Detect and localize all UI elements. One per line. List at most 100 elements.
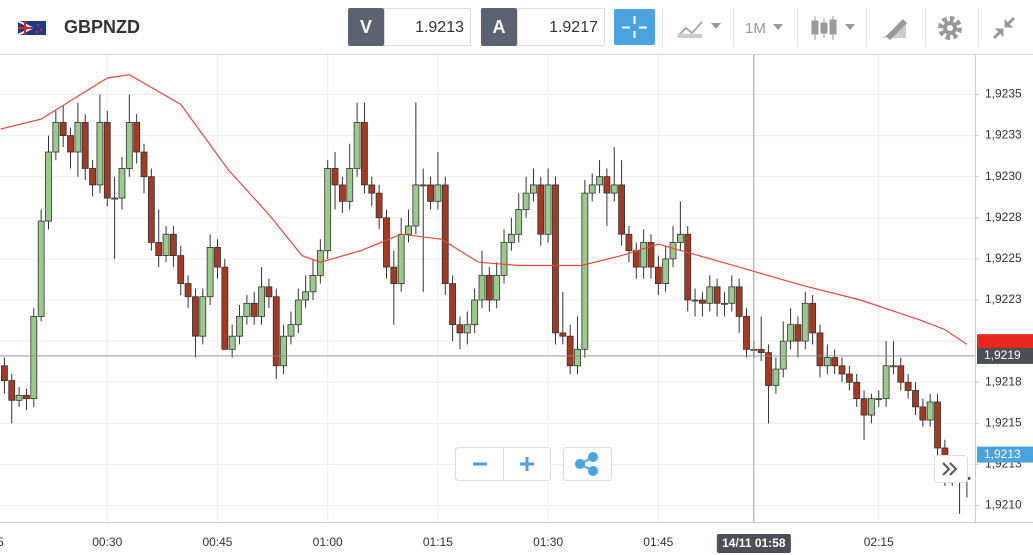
candle-body	[449, 283, 456, 326]
x-tick-label: 01:00	[313, 535, 343, 549]
x-tick-label: 01:45	[643, 535, 673, 549]
candle-body	[713, 286, 721, 304]
crosshair-button[interactable]	[614, 9, 655, 45]
buy-button[interactable]: A 1.9217	[481, 8, 605, 46]
timeframe-button[interactable]: 1M	[745, 20, 783, 37]
y-tick-label: 1,9223	[985, 292, 1022, 306]
candle-body	[566, 335, 574, 367]
symbol: GBPNZD	[64, 17, 140, 37]
candle-body	[214, 246, 221, 268]
candle-body	[111, 197, 119, 200]
y-tick-label: 1,9225	[985, 251, 1022, 265]
candle-body	[59, 122, 67, 136]
candle-body	[162, 233, 170, 257]
collapse-button[interactable]	[992, 16, 1016, 40]
candle-body	[383, 217, 390, 268]
candle-body	[530, 184, 537, 194]
candle-body	[471, 299, 479, 326]
candle-body	[133, 122, 141, 153]
zoom-in-button[interactable]	[520, 457, 534, 471]
share-button[interactable]	[563, 447, 612, 481]
candle-body	[184, 283, 192, 298]
candle-body	[875, 398, 883, 401]
candle-body	[809, 302, 817, 334]
candle-body	[537, 184, 545, 235]
sell-label[interactable]: V	[360, 17, 372, 37]
chart-type-button[interactable]	[811, 16, 855, 40]
candle-body	[691, 299, 699, 302]
sell-price-box[interactable]	[384, 8, 471, 46]
candle-body	[926, 401, 934, 421]
sell-button[interactable]: V 1.9213	[348, 8, 471, 46]
candle-body	[434, 184, 442, 202]
scroll-to-end-button[interactable]	[934, 455, 968, 483]
candle-body	[934, 401, 941, 449]
candle-body	[853, 381, 861, 400]
settings-button[interactable]	[938, 16, 962, 40]
candle-body	[316, 250, 324, 276]
candle-body	[463, 324, 471, 334]
y-tick-label: 1,9228	[985, 210, 1022, 224]
x-tick-label: 01:30	[533, 535, 563, 549]
drawing-tools-button[interactable]	[882, 19, 907, 40]
ask-price-marker	[977, 334, 1033, 349]
candle-body	[81, 122, 89, 169]
candle-body	[493, 274, 501, 301]
candle-body	[721, 302, 728, 305]
y-tick-label: 1,9215	[985, 416, 1022, 430]
candle-body	[868, 398, 875, 416]
candle-body	[346, 168, 354, 202]
candle-body	[735, 286, 743, 317]
candle-body	[684, 233, 692, 301]
candle-body	[280, 335, 288, 367]
moving-average-line	[0, 74, 968, 345]
candle-body	[728, 286, 736, 304]
buy-price[interactable]: 1.9217	[549, 19, 598, 36]
candle-body	[544, 184, 552, 235]
candle-body	[552, 184, 559, 334]
buy-price-box[interactable]	[517, 8, 605, 46]
candle-body	[919, 406, 927, 421]
candle-body	[243, 302, 251, 317]
indicators-button[interactable]	[677, 21, 721, 38]
candle-body	[845, 373, 853, 383]
candle-body	[559, 332, 567, 337]
buy-label-box[interactable]	[481, 8, 517, 46]
candle-body	[236, 316, 243, 337]
toolbar-separators	[662, 8, 979, 46]
candle-body	[772, 368, 780, 386]
candle-body	[779, 340, 787, 370]
candle-body	[103, 122, 111, 199]
candle-body	[118, 168, 126, 199]
crosshair-price-tag	[977, 347, 1033, 364]
candle-body	[23, 394, 30, 400]
candle-body	[654, 266, 662, 284]
candle-body	[640, 242, 648, 268]
candle-body	[596, 176, 603, 186]
share-icon[interactable]	[575, 452, 598, 476]
candle-body	[456, 324, 464, 334]
candle-body	[419, 184, 427, 187]
candle-body	[765, 352, 772, 386]
timeframe[interactable]: 1M	[745, 20, 766, 37]
x-tick-label: 00:30	[92, 535, 122, 549]
candle-body	[904, 381, 912, 391]
candle-body	[412, 184, 420, 227]
candle-body	[706, 286, 714, 304]
crosshair-time-tag	[716, 534, 791, 553]
candle-body	[662, 258, 670, 284]
y-tick-label: 1,9210	[985, 498, 1022, 512]
candle-body	[199, 296, 207, 337]
bid-price-tag	[977, 446, 1033, 463]
candle-body	[890, 365, 897, 368]
candle-body	[258, 286, 265, 317]
sell-label-box[interactable]	[348, 8, 384, 46]
candle-body	[478, 274, 486, 301]
candle-body	[140, 151, 148, 178]
x-tick-label: 00:45	[202, 535, 232, 549]
candle-body	[30, 316, 38, 400]
candle-body	[441, 184, 449, 284]
buy-label[interactable]: A	[493, 17, 506, 37]
candle-body	[618, 184, 625, 235]
sell-price[interactable]: 1.9213	[415, 19, 464, 36]
